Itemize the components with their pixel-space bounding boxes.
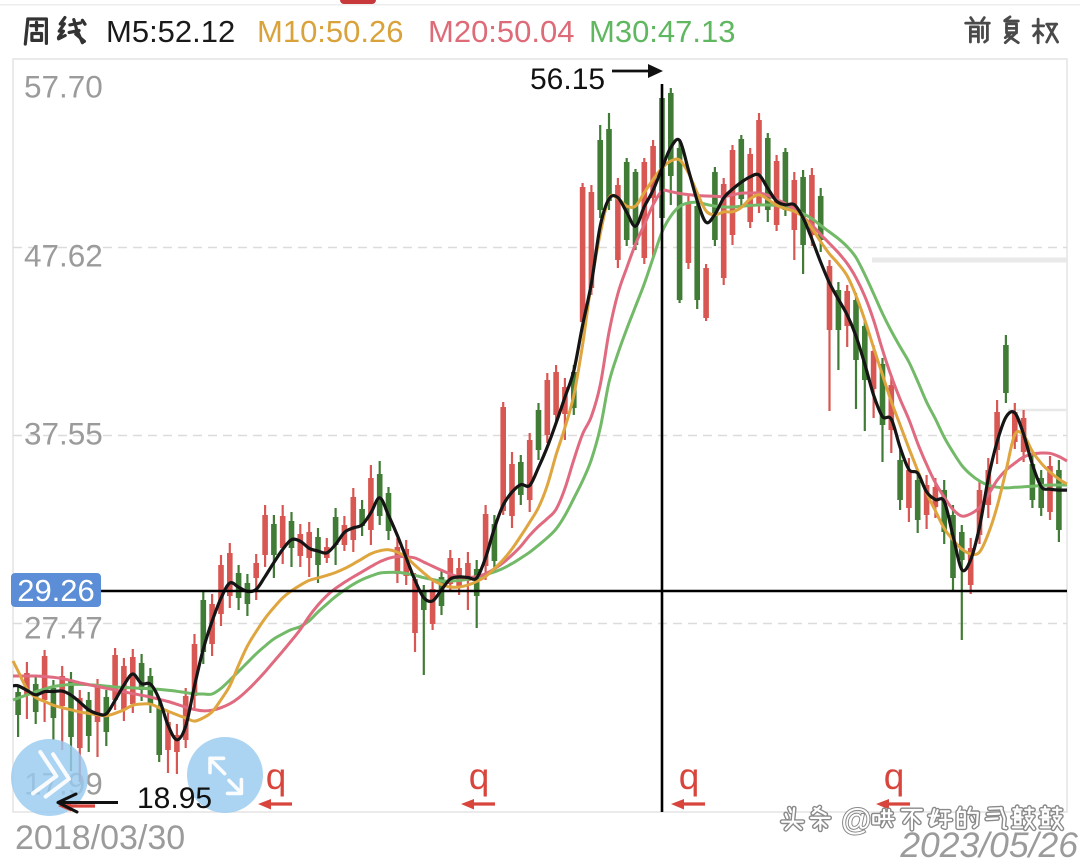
svg-text:@: @ bbox=[841, 802, 872, 837]
svg-text:M30:47.13: M30:47.13 bbox=[589, 14, 736, 49]
svg-text:2023/05/26: 2023/05/26 bbox=[899, 825, 1078, 859]
svg-text:18.95: 18.95 bbox=[137, 782, 212, 815]
svg-text:29.26: 29.26 bbox=[17, 573, 95, 608]
svg-text:57.70: 57.70 bbox=[24, 69, 103, 105]
svg-text:M5:52.12: M5:52.12 bbox=[106, 14, 235, 49]
svg-text:q: q bbox=[679, 756, 700, 797]
svg-text:27.47: 27.47 bbox=[24, 610, 103, 646]
svg-text:q: q bbox=[884, 756, 905, 797]
svg-text:q: q bbox=[266, 756, 287, 797]
svg-text:M10:50.26: M10:50.26 bbox=[257, 14, 404, 49]
svg-text:2018/03/30: 2018/03/30 bbox=[15, 819, 185, 857]
svg-text:47.62: 47.62 bbox=[24, 238, 103, 274]
svg-text:M20:50.04: M20:50.04 bbox=[428, 14, 575, 49]
svg-text:37.55: 37.55 bbox=[24, 416, 103, 452]
svg-text:56.15: 56.15 bbox=[530, 63, 605, 96]
svg-text:q: q bbox=[469, 756, 490, 797]
